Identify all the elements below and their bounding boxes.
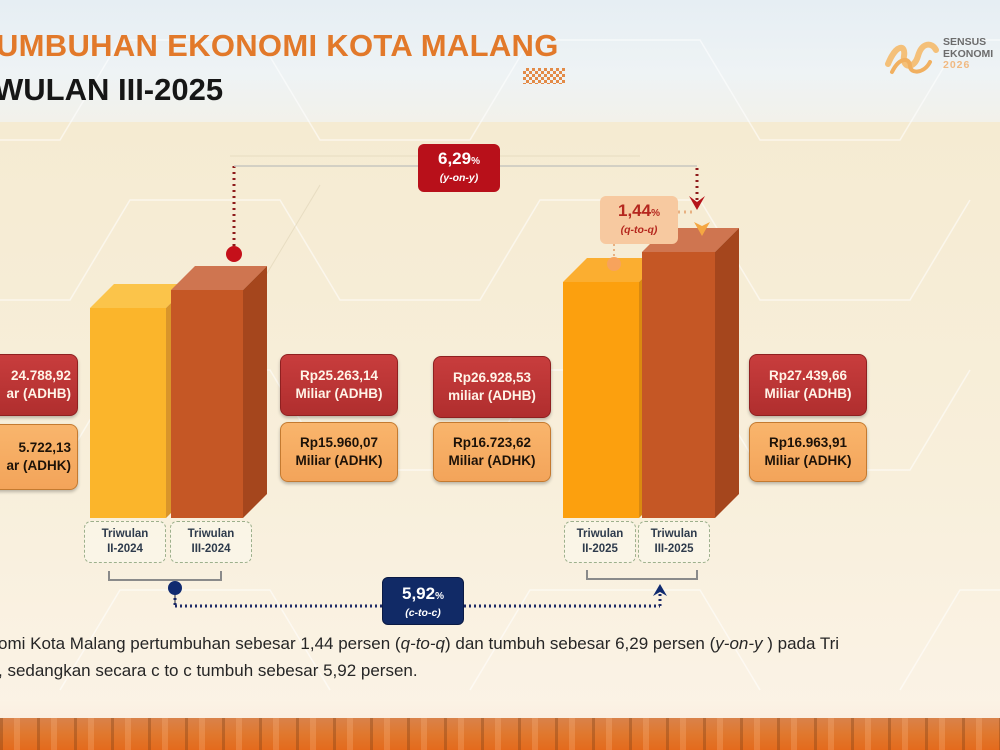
sensus-ekonomi-logo: SENSUS EKONOMI 2026: [884, 34, 1000, 78]
summary-note: omi Kota Malang pertumbuhan sebesar 1,44…: [0, 634, 840, 680]
bracket-2024: [108, 571, 222, 581]
quarter-label-ii-2024: Triwulan II-2024: [84, 521, 166, 563]
sensus-ribbon-icon: [885, 41, 939, 74]
qtq-growth-badge: 1,44% (q-to-q): [600, 196, 678, 244]
bar-triwulan-iii-2024: [171, 266, 267, 518]
adhb-value-box-q2-2025: Rp26.928,53 miliar (ADHB): [433, 356, 551, 418]
yoy-growth-badge: 6,29% (y-on-y): [418, 144, 500, 192]
quarter-label-iii-2024: Triwulan III-2024: [170, 521, 252, 563]
page-subtitle: WULAN III-2025: [0, 72, 224, 107]
adhb-value-box-q3-2024: Rp25.263,14 Miliar (ADHB): [280, 354, 398, 416]
ctc-growth-badge: 5,92% (c-to-c): [382, 577, 464, 625]
adhk-value-box-q2-2025: Rp16.723,62 Miliar (ADHK): [433, 422, 551, 482]
adhk-value-box-q3-2024: Rp15.960,07 Miliar (ADHK): [280, 422, 398, 482]
page-title: UMBUHAN EKONOMI KOTA MALANG: [0, 28, 559, 63]
adhb-value-box-q2-2024: 24.788,92 ar (ADHB): [0, 354, 78, 416]
checker-decoration-icon: [523, 68, 565, 84]
adhk-value-box-q3-2025: Rp16.963,91 Miliar (ADHK): [749, 422, 867, 482]
quarter-label-ii-2025: Triwulan II-2025: [564, 521, 636, 563]
quarter-label-iii-2025: Triwulan III-2025: [638, 521, 710, 563]
logo-year: 2026: [943, 59, 971, 71]
footer-fade: [0, 700, 1000, 720]
bracket-2025: [586, 570, 698, 580]
logo-line-2: EKONOMI: [943, 47, 994, 60]
city-skyline-footer: [0, 718, 1000, 750]
adhb-value-box-q3-2025: Rp27.439,66 Miliar (ADHB): [749, 354, 867, 416]
logo-line-1: SENSUS: [943, 36, 987, 48]
adhk-value-box-q2-2024: 5.722,13 ar (ADHK): [0, 424, 78, 490]
bar-triwulan-iii-2025: [642, 228, 739, 518]
